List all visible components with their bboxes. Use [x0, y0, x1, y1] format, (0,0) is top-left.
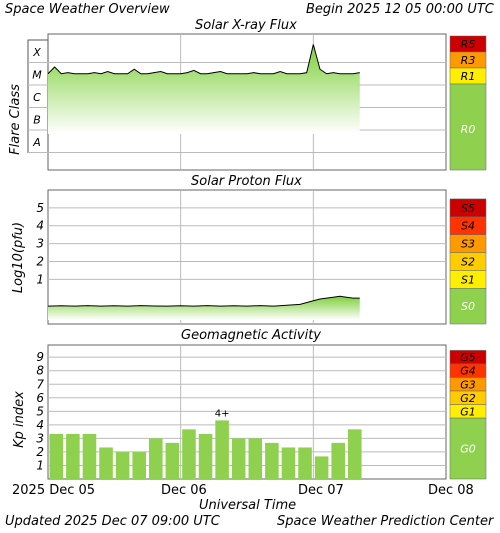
kp-bar — [348, 429, 362, 479]
begin-time: Begin 2025 12 05 00:00 UTC — [306, 2, 494, 17]
kp-tick-label: 9 — [36, 350, 44, 364]
kp-bar — [115, 451, 130, 479]
solar-radiation-scale-label: S5 — [461, 202, 475, 215]
kp-bar — [132, 451, 146, 479]
proton-tick-label: 3 — [36, 237, 44, 251]
kp-annotation: 4+ — [215, 408, 230, 419]
flare-class-label: M — [32, 69, 42, 82]
kp-tick-label: 2 — [36, 445, 44, 459]
page-title: Space Weather Overview — [5, 2, 170, 17]
kp-bar — [182, 429, 196, 479]
xray-flux-line — [47, 44, 360, 75]
radio-scale-band — [449, 83, 487, 171]
flare-class-label: B — [33, 114, 41, 127]
xray-title: Solar X-ray Flux — [195, 18, 297, 33]
geomagnetic-scale-label: G4 — [460, 365, 476, 378]
kp-bar — [314, 456, 329, 479]
flare-class-label: A — [32, 136, 41, 149]
solar-radiation-scale-band — [449, 288, 487, 325]
kp-bar — [331, 442, 345, 479]
x-tick-0: 2025 Dec 05 — [12, 483, 96, 498]
kp-bar — [281, 447, 296, 479]
kp-bar — [198, 433, 213, 479]
solar-radiation-scale-label: S4 — [461, 220, 475, 233]
solar-radiation-scale-label: S2 — [461, 255, 475, 268]
kp-bar — [265, 442, 279, 479]
x-axis-title: Universal Time — [199, 498, 297, 513]
x-tick-1: Dec 06 — [161, 483, 207, 498]
kp-bar — [165, 442, 180, 479]
kp-bar — [99, 447, 113, 479]
kp-tick-label: 3 — [36, 431, 44, 445]
kp-tick-label: 7 — [36, 377, 44, 391]
kp-tick-label: 1 — [36, 458, 44, 472]
kp-bar — [231, 438, 246, 479]
kp-bar — [149, 438, 163, 479]
solar-radiation-scale-label: S3 — [461, 238, 475, 251]
geomag-title: Geomagnetic Activity — [181, 328, 321, 343]
geomagnetic-scale-label: G1 — [460, 405, 476, 418]
updated-time: Updated 2025 Dec 07 09:00 UTC — [5, 514, 220, 529]
geomagnetic-scale-label: G3 — [460, 378, 476, 391]
flare-class-label: X — [32, 46, 41, 59]
geomagnetic-scale-label: G5 — [460, 351, 476, 364]
proton-tick-label: 5 — [36, 201, 44, 215]
solar-radiation-scale-label: S1 — [461, 273, 475, 286]
kp-bar — [298, 447, 312, 479]
provider-name: Space Weather Prediction Center — [277, 514, 494, 529]
kp-bar — [66, 433, 80, 479]
solar-radiation-scale-label: S0 — [461, 300, 475, 313]
proton-title: Solar Proton Flux — [191, 174, 302, 189]
plot-area-2 — [47, 344, 447, 480]
proton-tick-label: 1 — [36, 272, 44, 286]
radio-scale-label: R3 — [461, 54, 476, 67]
flare-class-label: C — [33, 91, 41, 104]
kp-tick-label: 6 — [36, 391, 44, 405]
proton-flux-line — [47, 295, 360, 307]
radio-scale-label: R0 — [461, 123, 476, 136]
geomagnetic-scale-band — [449, 417, 487, 480]
kp-bar — [82, 433, 97, 479]
kp-bar — [248, 438, 263, 479]
geomagnetic-scale-label: G0 — [460, 443, 476, 456]
kp-bar — [215, 420, 229, 479]
xray-flux-fill — [48, 44, 360, 134]
kp-tick-label: 4 — [36, 418, 44, 432]
kp-tick-label: 5 — [36, 404, 44, 418]
plot-area-1 — [47, 189, 447, 325]
proton-tick-label: 2 — [36, 254, 44, 268]
kp-bar — [49, 433, 64, 479]
kp-tick-label: 8 — [36, 364, 44, 378]
radio-scale-label: R5 — [461, 38, 476, 51]
geomagnetic-scale-label: G2 — [460, 392, 476, 405]
proton-tick-label: 4 — [36, 219, 44, 233]
proton-flux-fill — [48, 296, 360, 320]
x-tick-2: Dec 07 — [298, 483, 344, 498]
x-tick-3: Dec 08 — [428, 483, 474, 498]
radio-scale-label: R1 — [461, 70, 476, 83]
